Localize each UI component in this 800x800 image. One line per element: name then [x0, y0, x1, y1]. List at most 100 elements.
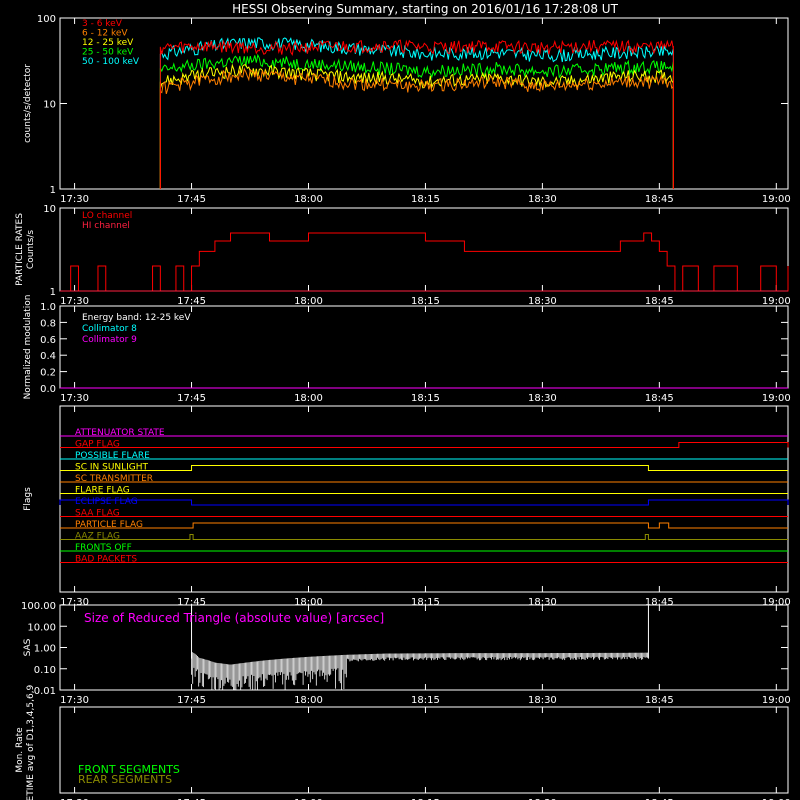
- panels: 17:30 17:45 18:00 18:15 18:30 18:45 19:0011010…: [15, 14, 791, 800]
- x-tick-label: 18:15: [411, 695, 440, 706]
- panel-1: 17:30 17:45 18:00 18:15 18:30 18:45 19:00 1 10 10…: [23, 14, 791, 205]
- flag-label: BAD PACKETS: [75, 555, 137, 565]
- x-tick-label: 19:00: [762, 296, 791, 307]
- x-tick-label: 17:45: [177, 296, 206, 307]
- sas-annotation: Size of Reduced Triangle (absolute value…: [84, 611, 384, 625]
- x-tick-label: 18:30: [528, 597, 557, 608]
- x-tick-label: 18:30: [528, 695, 557, 706]
- x-tick-label: 18:45: [645, 393, 674, 404]
- flag-label: FLARE FLAG: [75, 486, 130, 496]
- x-tick-label: 19:00: [762, 393, 791, 404]
- flag-line: [60, 534, 788, 540]
- y-tick-label: 0.10: [34, 665, 56, 676]
- x-tick-label: 18:30: [528, 296, 557, 307]
- x-tick-label: 19:00: [762, 597, 791, 608]
- x-tick-label: 18:45: [645, 798, 674, 800]
- legend-entry: Collimator 8: [82, 324, 137, 334]
- legend-entry: 50 - 100 keV: [82, 57, 140, 67]
- x-tick-label: 19:00: [762, 194, 791, 205]
- y-tick-label: 0.0: [40, 384, 56, 395]
- energy-band-label: Energy band: 12-25 keV: [82, 313, 191, 323]
- x-tick-label: 17:30: [60, 798, 89, 800]
- y-tick-label: 0.01: [34, 686, 56, 697]
- y-tick-label: 0.6: [40, 335, 56, 346]
- flag-line: [60, 442, 789, 448]
- y-axis-label: Flags: [23, 487, 33, 511]
- y-tick-label: 0.2: [40, 368, 56, 379]
- x-tick-label: 17:45: [177, 597, 206, 608]
- y-axis-label-line: SAS: [23, 638, 33, 656]
- legend-entry: HI channel: [82, 221, 130, 231]
- y-axis-label-line: PARTICLE RATES: [15, 213, 25, 286]
- panel-4: 17:30 17:45 18:00 18:15 18:30 18:45 19:00 Flags…: [23, 405, 791, 608]
- y-tick-label: 0.8: [40, 318, 56, 329]
- y-tick-label: 10.00: [27, 622, 56, 633]
- plot-frame: [59, 207, 789, 292]
- flag-line: [60, 522, 788, 529]
- y-tick-label: 10: [43, 204, 56, 215]
- legend-entry: 6 - 12 keV: [82, 29, 128, 39]
- y-tick-label: 1.0: [40, 302, 56, 313]
- x-tick-label: 17:30: [60, 393, 89, 404]
- x-tick-label: 19:00: [762, 798, 791, 800]
- x-tick-label: 18:15: [411, 798, 440, 800]
- x-tick-label: 19:00: [762, 695, 791, 706]
- x-tick-label: 18:45: [645, 194, 674, 205]
- y-tick-label: 1: [50, 287, 56, 298]
- flag-line: [60, 465, 788, 471]
- y-tick-label: 1.00: [34, 644, 56, 655]
- y-axis-label: Normalized modulation: [23, 295, 33, 400]
- x-tick-label: 18:15: [411, 393, 440, 404]
- series-line: [159, 39, 674, 189]
- flag-label: FRONTS OFF: [75, 543, 132, 553]
- figure-title: HESSI Observing Summary, starting on 201…: [232, 2, 618, 16]
- series-line: [159, 53, 674, 189]
- y-axis-label-line: Counts/s: [26, 230, 36, 269]
- x-tick-label: 18:00: [294, 296, 323, 307]
- y-tick-label: 10: [43, 100, 56, 111]
- flag-label: GAP FLAG: [75, 440, 120, 450]
- y-tick-label: 0.4: [40, 351, 56, 362]
- x-tick-label: 17:30: [60, 597, 89, 608]
- x-tick-label: 18:00: [294, 194, 323, 205]
- flag-label: AAZ FLAG: [75, 532, 120, 542]
- flag-label: SC IN SUNLIGHT: [75, 463, 149, 473]
- panel-2: 17:30 17:45 18:00 18:15 18:30 18:45 19:00 1 10 PA…: [15, 204, 791, 307]
- y-axis-label: Mon. Rate LIVETIME avg of D1,3,4,5,6,9: [15, 684, 36, 800]
- x-tick-label: 18:15: [411, 296, 440, 307]
- y-axis-label-line: Mon. Rate: [15, 727, 25, 773]
- x-tick-label: 17:45: [177, 393, 206, 404]
- x-tick-label: 17:30: [60, 296, 89, 307]
- plot-frame: [59, 405, 789, 593]
- x-tick-label: 18:30: [528, 798, 557, 800]
- x-tick-label: 18:45: [645, 695, 674, 706]
- y-tick-label: 100: [37, 14, 56, 25]
- series-line: [159, 67, 674, 189]
- y-axis-label: SAS: [23, 638, 33, 656]
- flag-label: ECLIPSE FLAG: [75, 497, 138, 507]
- y-axis-label-line: Flags: [23, 487, 33, 511]
- y-axis-label: counts/s/detector: [23, 64, 33, 143]
- x-tick-label: 18:45: [645, 597, 674, 608]
- plot-frame: [59, 706, 789, 794]
- legend-entry: REAR SEGMENTS: [78, 773, 172, 786]
- x-tick-label: 18:00: [294, 393, 323, 404]
- lo-channel-line: [60, 232, 789, 292]
- panel-3: 17:30 17:45 18:00 18:15 18:30 18:45 19:00 0.0 0.…: [23, 295, 791, 404]
- x-tick-label: 18:30: [528, 194, 557, 205]
- flag-label: SC TRANSMITTER: [75, 474, 153, 484]
- x-tick-label: 17:30: [60, 194, 89, 205]
- flag-label: ATTENUATOR STATE: [75, 428, 165, 438]
- flag-label: SAA FLAG: [75, 509, 120, 519]
- y-axis-label: PARTICLE RATES Counts/s: [15, 213, 36, 286]
- x-tick-label: 18:00: [294, 695, 323, 706]
- x-tick-label: 17:45: [177, 695, 206, 706]
- legend-entry: FRONT SEGMENTS: [78, 763, 180, 776]
- x-tick-label: 18:15: [411, 194, 440, 205]
- flag-label: POSSIBLE FLARE: [75, 451, 150, 461]
- series-line: [159, 37, 674, 189]
- panel-6: 17:30 17:45 18:00 18:15 18:30 18:45 19:00 Mon. …: [15, 684, 791, 800]
- x-tick-label: 18:00: [294, 597, 323, 608]
- y-tick-label: 1: [50, 185, 56, 196]
